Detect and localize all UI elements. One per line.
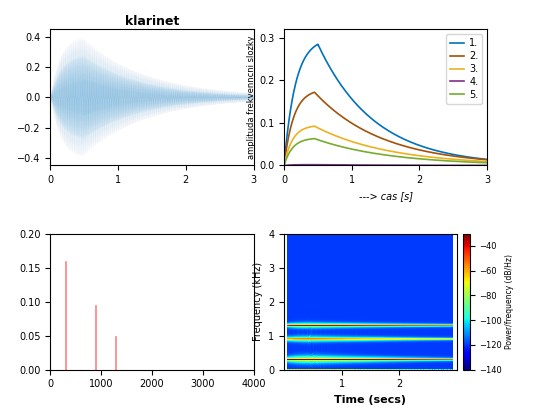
5. [441,158,447,163]
5. [484,160,491,165]
2. [291,113,298,118]
3. [281,163,287,168]
1. [478,156,485,161]
X-axis label: Time (secs): Time (secs) [334,395,407,405]
1. [315,42,321,47]
Line: 3.: 3. [284,126,487,165]
4. [478,163,484,168]
4. [374,163,381,168]
3. [380,147,386,152]
Line: 5.: 5. [284,139,487,165]
Line: 2.: 2. [284,92,487,165]
2. [478,157,485,162]
1. [441,150,447,155]
4. [478,163,485,168]
2. [311,90,318,95]
Legend: 1., 2., 3., 4., 5.: 1., 2., 3., 4., 5. [446,34,482,104]
3. [441,156,447,161]
3. [478,159,484,164]
Line: 1.: 1. [284,44,487,165]
1. [478,156,484,161]
1. [291,86,298,91]
1. [484,157,491,162]
2. [478,157,484,162]
1. [281,163,287,168]
2. [281,163,287,168]
5. [478,160,485,165]
2. [441,152,447,157]
Y-axis label: Frequency (kHz): Frequency (kHz) [253,262,263,341]
4. [441,163,447,168]
3. [374,146,381,151]
4. [307,162,314,167]
5. [281,163,287,168]
2. [374,134,381,139]
4. [380,163,386,168]
X-axis label: ---> cas [s]: ---> cas [s] [358,191,413,201]
4. [484,163,491,168]
4. [291,162,298,167]
5. [374,151,381,156]
5. [291,144,298,149]
3. [291,134,298,139]
5. [311,136,318,141]
3. [478,159,485,164]
1. [380,125,386,130]
5. [478,160,484,165]
5. [380,152,386,157]
2. [380,136,386,141]
Y-axis label: amplituda frekvenncni slozky: amplituda frekvenncni slozky [247,36,256,159]
1. [374,121,381,126]
Title: klarinet: klarinet [125,15,179,28]
4. [281,163,287,168]
3. [484,159,491,164]
2. [484,157,491,162]
Y-axis label: Power/frequency (dB/Hz): Power/frequency (dB/Hz) [505,254,514,349]
3. [311,123,318,129]
